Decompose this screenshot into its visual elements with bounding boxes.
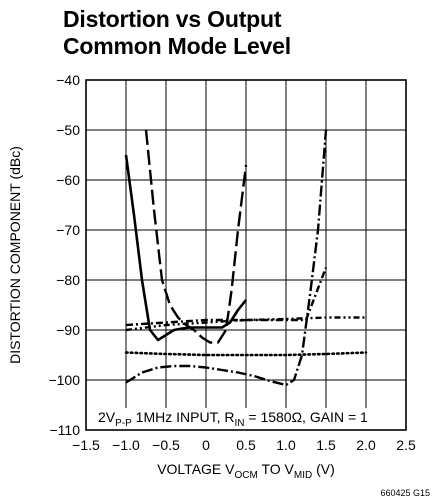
y-tick-label: −60 [56, 172, 80, 188]
series-line-long-dash [144, 129, 248, 344]
x-tick-label: −0.5 [152, 437, 180, 453]
series-line-dash-dot [125, 267, 328, 327]
y-axis-label: DISTORTION COMPONENT (dBc) [7, 146, 23, 364]
x-axis-label-end: (V) [312, 461, 335, 477]
x-tick-label: 2.5 [396, 437, 416, 453]
annotation-background [96, 408, 371, 430]
x-tick-label: 0.5 [236, 437, 256, 453]
annotation-part-a: 2V [98, 409, 116, 425]
y-tick-labels: −40 −50 −60 −70 −80 −90 −100 −110 [48, 72, 80, 438]
chart-title: Distortion vs Output Common Mode Level [63, 6, 291, 60]
annotation-part-c: = 1580Ω, GAIN = 1 [244, 409, 368, 425]
x-tick-label: −1.5 [72, 437, 100, 453]
plot-frame [85, 79, 407, 431]
y-tick-label: −70 [56, 222, 80, 238]
x-axis-label-mid: TO V [258, 461, 295, 477]
chart-title-line-1: Distortion vs Output [63, 6, 282, 32]
x-tick-labels: −1.5 −1.0 −0.5 0 0.5 1.0 1.5 2.0 2.5 [72, 437, 416, 453]
x-axis-label-sub-2: MID [294, 470, 312, 481]
x-tick-label: 1.0 [276, 437, 296, 453]
x-tick-label: 2.0 [356, 437, 376, 453]
chart-annotation: 2VP-P 1MHz INPUT, RIN = 1580Ω, GAIN = 1 [98, 409, 368, 429]
series-line-dash-dot-dot [125, 316, 366, 332]
x-axis-label-main: VOLTAGE V [157, 461, 235, 477]
series-line-dotted [124, 351, 368, 357]
chart-series [124, 129, 368, 387]
x-axis-label-sub-1: OCM [234, 470, 257, 481]
annotation-sub-a: P-P [115, 418, 132, 429]
x-axis-label: VOLTAGE VOCM TO VMID (V) [157, 461, 335, 481]
x-tick-label: −1.0 [112, 437, 140, 453]
annotation-part-b: 1MHz INPUT, R [132, 409, 235, 425]
y-tick-label: −80 [56, 272, 80, 288]
y-tick-label: −50 [56, 122, 80, 138]
y-tick-label: −40 [56, 72, 80, 88]
x-tick-label: 0 [202, 437, 210, 453]
annotation-sub-b: IN [234, 418, 244, 429]
y-tick-label: −110 [50, 422, 81, 438]
figure-id: 660425 G15 [380, 488, 430, 498]
y-tick-label: −100 [48, 372, 80, 388]
x-tick-label: 1.5 [316, 437, 336, 453]
series-line-long-dash-dot [125, 129, 328, 387]
chart-title-line-2: Common Mode Level [63, 33, 291, 59]
y-tick-label: −90 [56, 322, 80, 338]
